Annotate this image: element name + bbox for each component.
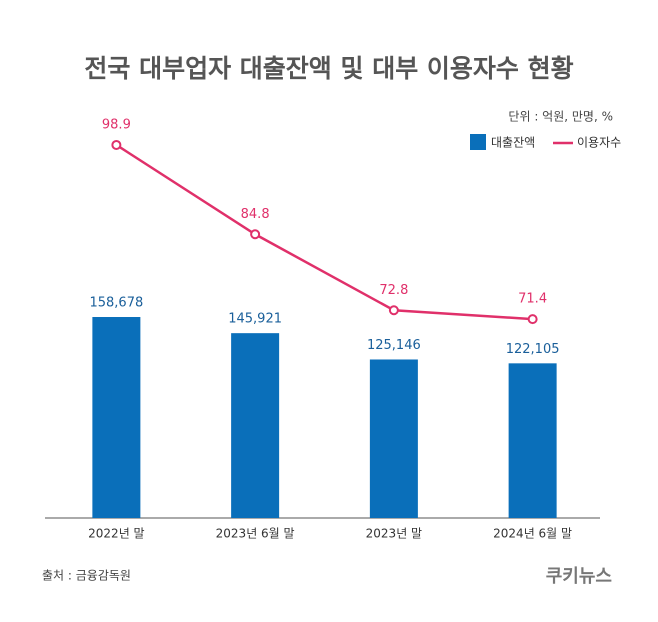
- legend-swatch: [470, 134, 486, 150]
- source: 출처 : 금융감독원: [42, 569, 131, 583]
- x-tick-label: 2023년 6월 말: [216, 527, 295, 541]
- unit-note: 단위 : 억원, 만명, %: [508, 110, 613, 124]
- bar: [92, 317, 141, 518]
- x-tick-label: 2024년 6월 말: [493, 527, 572, 541]
- line-point: [111, 139, 122, 150]
- line-value-label: 98.9: [102, 117, 131, 132]
- bar-value-label: 122,105: [506, 342, 560, 357]
- logo: 쿠키뉴스: [546, 566, 612, 587]
- x-tick-label: 2022년 말: [88, 527, 144, 541]
- bar-value-label: 145,921: [228, 312, 282, 327]
- chart-title: 전국 대부업자 대출잔액 및 대부 이용자수 현황: [84, 54, 573, 83]
- line-point: [388, 305, 399, 316]
- bar-value-label: 125,146: [367, 338, 421, 353]
- line-value-label: 84.8: [241, 207, 270, 222]
- bar: [508, 363, 557, 518]
- legend-label: 대출잔액: [491, 136, 535, 150]
- line: [115, 143, 533, 321]
- line-point: [527, 314, 538, 325]
- legend-label: 이용자수: [577, 136, 621, 150]
- line-point: [250, 229, 261, 240]
- x-tick-label: 2023년 말: [366, 527, 422, 541]
- bar: [231, 333, 280, 518]
- bar-value-label: 158,678: [89, 296, 143, 311]
- bar: [369, 359, 418, 518]
- line-value-label: 72.8: [379, 283, 408, 298]
- line-value-label: 71.4: [518, 292, 547, 307]
